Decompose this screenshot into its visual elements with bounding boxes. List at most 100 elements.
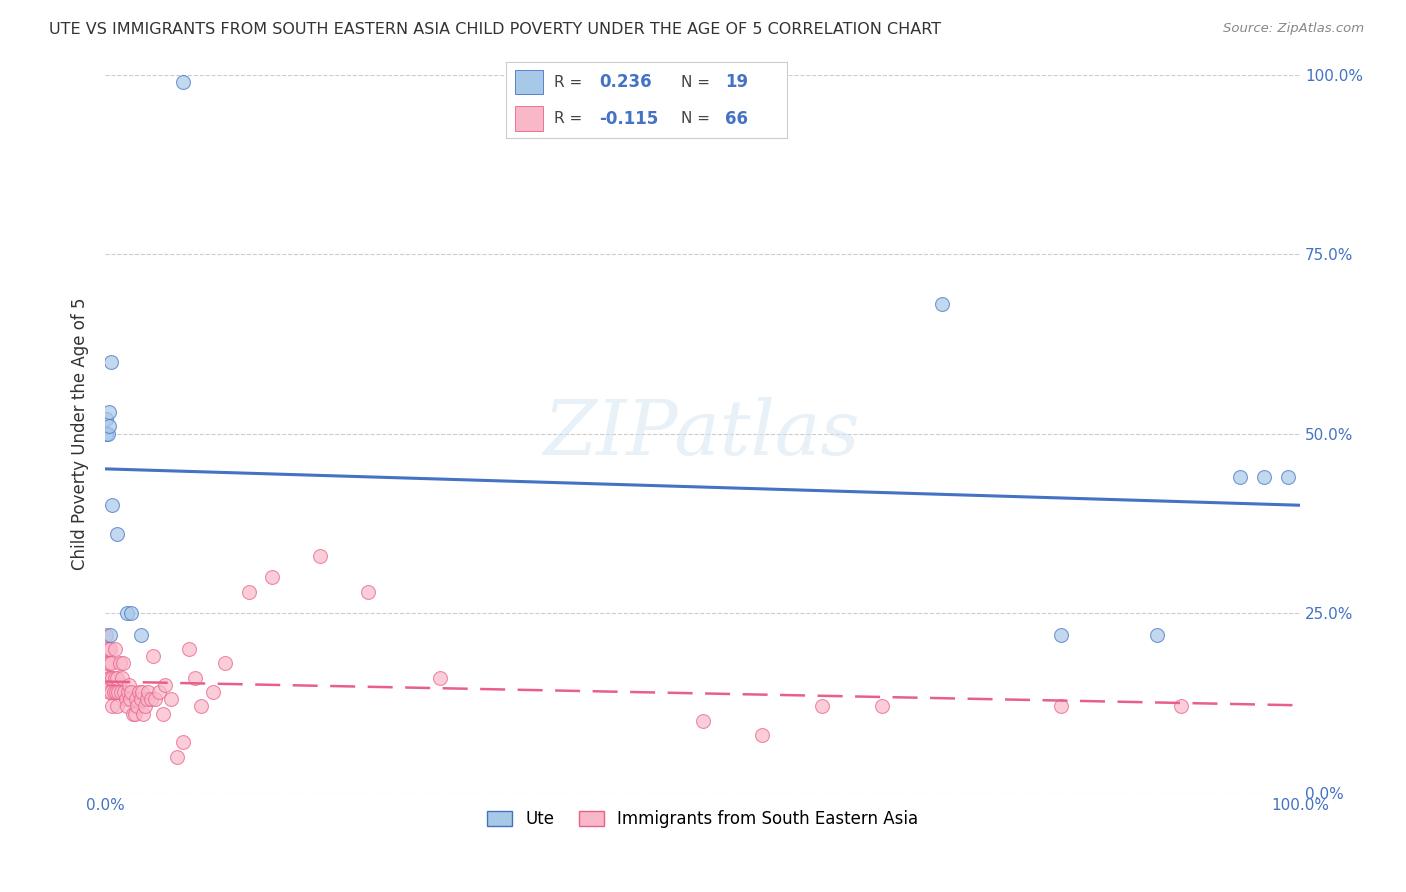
Bar [515,70,543,95]
Point [190,699,212,714]
Point [97,642,120,657]
Point [100,685,122,699]
Point [870,699,893,714]
Point [100,657,122,671]
Text: ZIPatlas: ZIPatlas [544,397,860,471]
Point [238,584,260,599]
Point [98,642,121,657]
Point [262,570,284,584]
Point [131,685,153,699]
Point [152,706,174,721]
Point [98,628,121,642]
Point [120,692,142,706]
Point [101,671,124,685]
Point [103,685,125,699]
Point [101,699,124,714]
Point [117,685,139,699]
Point [201,685,224,699]
Point [97,685,120,699]
Point [129,692,152,706]
Point [115,699,138,714]
Point [125,692,148,706]
Point [145,692,167,706]
Text: 0.236: 0.236 [599,73,651,91]
Y-axis label: Child Poverty Under the Age of 5: Child Poverty Under the Age of 5 [72,297,89,570]
Point [184,671,207,685]
Point [96,657,118,671]
Point [98,671,121,685]
Point [97,657,120,671]
Point [132,706,155,721]
Point [97,426,120,441]
Point [101,499,124,513]
Point [160,692,183,706]
Point [108,657,131,671]
Point [1277,469,1299,483]
Text: UTE VS IMMIGRANTS FROM SOUTH EASTERN ASIA CHILD POVERTY UNDER THE AGE OF 5 CORRE: UTE VS IMMIGRANTS FROM SOUTH EASTERN ASI… [49,22,942,37]
Point [136,692,159,706]
Point [96,628,118,642]
Point [104,685,127,699]
Text: 66: 66 [725,110,748,128]
Legend: Ute, Immigrants from South Eastern Asia: Ute, Immigrants from South Eastern Asia [479,804,925,835]
Point [128,685,150,699]
Point [104,671,127,685]
Point [1170,699,1192,714]
Point [100,355,122,369]
Point [177,642,200,657]
Point [104,642,127,657]
Text: Source: ZipAtlas.com: Source: ZipAtlas.com [1223,22,1364,36]
Point [105,527,128,541]
Point [1146,628,1168,642]
Text: R =: R = [554,111,582,126]
Point [112,657,135,671]
Point [105,671,128,685]
Point [110,685,132,699]
Point [1253,469,1275,483]
Point [429,671,451,685]
Point [692,714,714,728]
Point [1229,469,1251,483]
Point [97,671,120,685]
Point [129,628,152,642]
Point [751,728,773,742]
Point [1050,699,1073,714]
Point [127,699,149,714]
Point [111,671,134,685]
Text: -0.115: -0.115 [599,110,658,128]
Text: N =: N = [681,75,710,90]
Point [172,735,194,749]
Point [134,699,156,714]
Point [107,685,129,699]
Point [114,692,136,706]
Point [153,678,176,692]
Point [172,75,194,89]
Point [214,657,236,671]
Text: R =: R = [554,75,582,90]
Point [121,706,143,721]
Point [811,699,834,714]
Point [357,584,380,599]
Point [309,549,332,563]
Point [136,685,159,699]
Point [166,749,188,764]
Point [96,412,118,426]
Point [97,419,120,434]
Point [121,606,143,620]
Point [112,685,135,699]
Point [1050,628,1073,642]
Point [931,297,953,311]
Point [142,649,165,664]
Point [115,606,138,620]
Point [124,706,146,721]
Point [139,692,162,706]
Point [118,678,141,692]
Text: 19: 19 [725,73,748,91]
Bar [515,106,543,130]
Point [105,699,128,714]
Point [148,685,170,699]
Text: N =: N = [681,111,710,126]
Point [96,426,118,441]
Point [121,685,143,699]
Point [97,405,120,419]
